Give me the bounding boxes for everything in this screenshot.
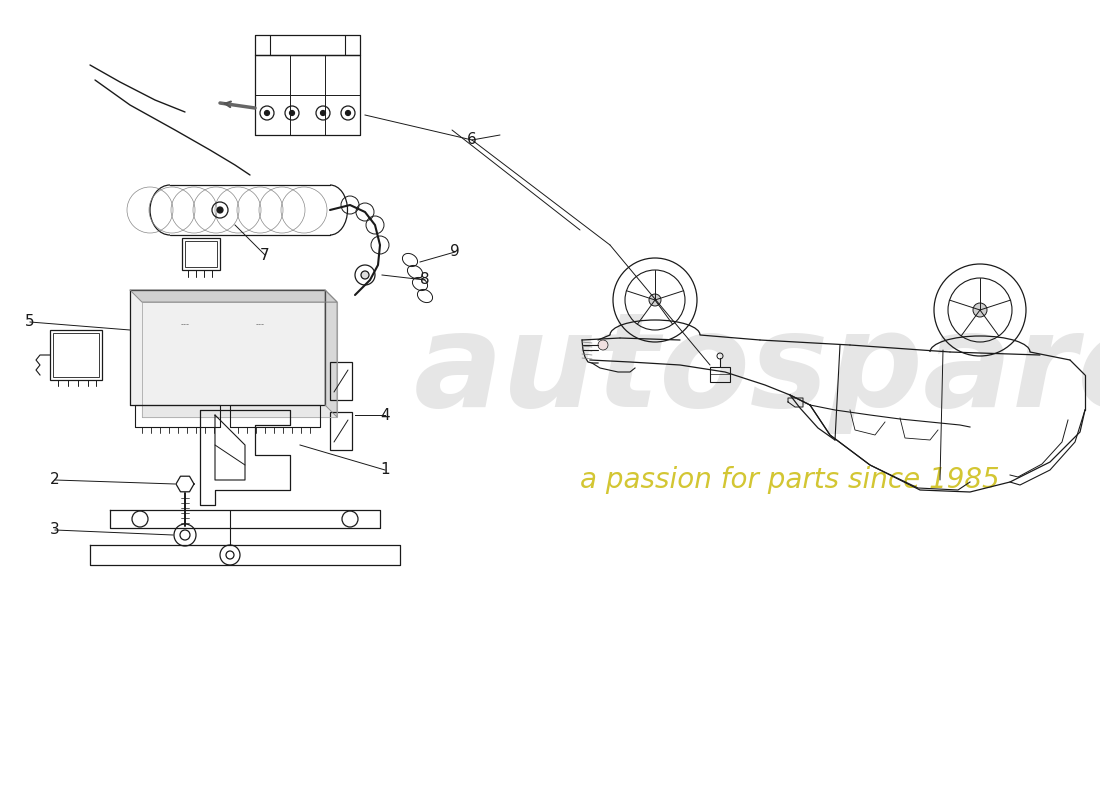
Text: autospares: autospares <box>414 306 1100 434</box>
Circle shape <box>649 294 661 306</box>
Polygon shape <box>130 290 337 302</box>
Polygon shape <box>130 290 324 405</box>
Text: 8: 8 <box>420 273 430 287</box>
Text: 6: 6 <box>468 133 477 147</box>
Text: 3: 3 <box>51 522 59 538</box>
Circle shape <box>974 303 987 317</box>
Text: 1: 1 <box>381 462 389 478</box>
Bar <box>330 412 352 450</box>
Text: ---: --- <box>180 321 189 330</box>
Circle shape <box>289 110 295 115</box>
Circle shape <box>320 110 326 115</box>
Circle shape <box>264 110 270 115</box>
Polygon shape <box>142 302 337 417</box>
Circle shape <box>598 340 608 350</box>
Bar <box>330 362 352 400</box>
Circle shape <box>217 207 223 213</box>
Circle shape <box>361 271 368 279</box>
Text: 5: 5 <box>25 314 35 330</box>
Bar <box>50 330 102 380</box>
Text: 9: 9 <box>450 245 460 259</box>
Bar <box>182 238 220 270</box>
Bar <box>53 333 99 377</box>
Bar <box>710 367 730 382</box>
Circle shape <box>345 110 351 115</box>
Text: 4: 4 <box>381 407 389 422</box>
Text: a passion for parts since 1985: a passion for parts since 1985 <box>580 466 1000 494</box>
Bar <box>185 241 217 267</box>
Polygon shape <box>324 290 337 417</box>
Text: 7: 7 <box>261 247 270 262</box>
Text: 2: 2 <box>51 473 59 487</box>
Text: ---: --- <box>255 321 264 330</box>
